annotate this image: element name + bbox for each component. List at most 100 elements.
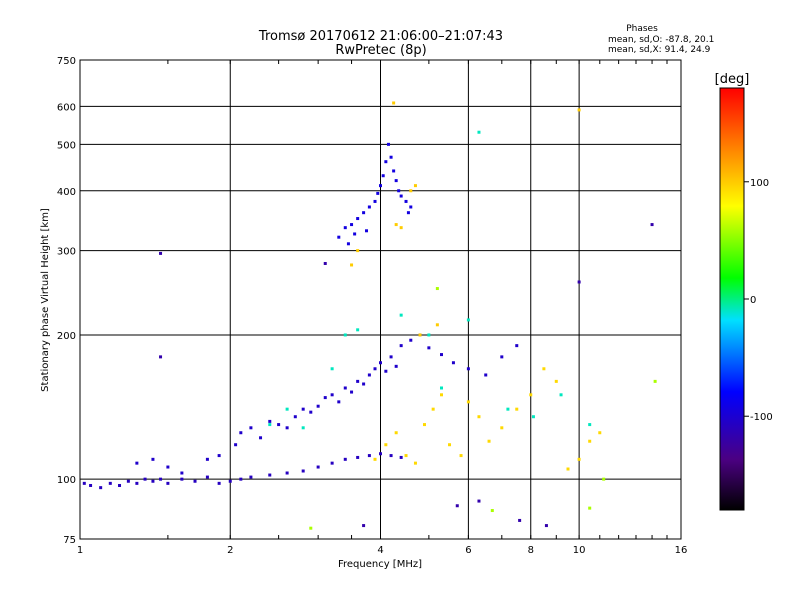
cluster-o-trace-F1	[135, 333, 519, 475]
data-point	[440, 353, 444, 357]
data-point	[427, 333, 431, 337]
data-point	[544, 524, 548, 528]
data-point	[500, 355, 504, 359]
y-tick-label: 500	[57, 140, 76, 151]
data-point	[466, 400, 470, 404]
data-point	[337, 400, 341, 404]
data-point	[356, 379, 360, 383]
data-point	[440, 386, 444, 390]
grid-lines	[79, 60, 682, 539]
x-tick-label: 2	[227, 545, 233, 556]
cluster-o-outliers	[159, 223, 654, 528]
data-point	[506, 407, 510, 411]
data-point	[180, 471, 184, 475]
data-point	[466, 367, 470, 371]
data-point	[394, 431, 398, 435]
x-tick-label: 8	[528, 545, 534, 556]
data-point	[309, 526, 313, 530]
data-point	[365, 229, 369, 233]
data-point	[487, 439, 491, 443]
data-point	[126, 479, 130, 483]
data-point	[379, 452, 382, 456]
data-point	[500, 426, 504, 430]
data-point	[397, 189, 401, 193]
data-point	[554, 379, 558, 383]
data-point	[650, 223, 654, 227]
chart-title: Tromsø 20170612 21:06:00–21:07:43	[258, 29, 503, 44]
data-point	[379, 184, 382, 188]
data-point	[309, 410, 313, 414]
data-point	[409, 338, 413, 342]
data-point	[477, 415, 481, 419]
data-point	[588, 439, 592, 443]
data-point	[518, 518, 522, 522]
data-point	[367, 454, 371, 458]
data-point	[118, 483, 122, 487]
data-point	[343, 457, 347, 461]
data-point	[337, 235, 341, 239]
x-ticks: 1 2 4 6 8 10 16	[77, 545, 688, 556]
data-point	[362, 382, 366, 386]
data-point	[205, 475, 209, 479]
data-point	[409, 205, 413, 209]
data-point	[394, 179, 398, 183]
data-point	[343, 226, 347, 230]
y-tick-label: 400	[57, 187, 76, 198]
data-point	[217, 454, 221, 458]
data-point	[484, 373, 488, 377]
data-point	[362, 524, 366, 528]
x-axis-label: Frequency [MHz]	[338, 559, 422, 570]
data-point	[301, 426, 305, 430]
data-point	[435, 287, 439, 291]
data-point	[217, 481, 221, 485]
y-tick-label: 100	[57, 475, 76, 486]
data-point	[362, 211, 366, 215]
data-point	[350, 223, 354, 227]
y-tick-label: 750	[57, 56, 76, 67]
data-point	[515, 407, 519, 411]
data-point	[268, 473, 272, 477]
data-point	[151, 479, 155, 483]
y-ticks: 75 100 200 300 400 500 600 750	[57, 56, 76, 546]
data-point	[301, 469, 305, 473]
x-tick-label: 16	[675, 545, 688, 556]
data-point	[392, 101, 396, 105]
data-point	[373, 367, 377, 371]
data-point	[285, 471, 289, 475]
data-point	[431, 407, 435, 411]
data-point	[367, 205, 371, 209]
data-point	[394, 223, 398, 227]
data-point	[577, 457, 581, 461]
y-axis-label: Stationary phase Virtual Height [km]	[40, 208, 51, 392]
data-point	[409, 189, 413, 193]
data-point	[602, 477, 606, 481]
data-point	[389, 355, 393, 359]
data-point	[399, 455, 403, 459]
data-point	[108, 481, 112, 485]
data-point	[598, 431, 602, 435]
data-point	[459, 454, 463, 458]
data-point	[151, 457, 155, 461]
data-point	[422, 423, 426, 427]
colorbar	[719, 87, 745, 511]
data-point	[249, 426, 253, 430]
data-point	[239, 477, 243, 481]
data-point	[577, 108, 581, 112]
data-point	[406, 211, 410, 215]
y-tick-label: 200	[57, 331, 76, 342]
colorbar-ticks: 100 0 -100	[744, 178, 773, 423]
data-point	[466, 318, 470, 322]
data-point	[343, 333, 347, 337]
data-point	[392, 169, 396, 173]
data-point	[389, 454, 393, 458]
data-point	[316, 404, 320, 408]
colorbar-tick-label: -100	[750, 412, 773, 423]
y-tick-label: 75	[63, 535, 76, 546]
data-point	[316, 465, 320, 469]
data-point	[389, 155, 393, 159]
cluster-mixed-scatter	[268, 130, 592, 430]
data-point	[143, 477, 147, 481]
data-point	[379, 361, 382, 365]
phase-stats-o-line: mean, sd,O: -87.8, 20.1	[608, 35, 714, 45]
